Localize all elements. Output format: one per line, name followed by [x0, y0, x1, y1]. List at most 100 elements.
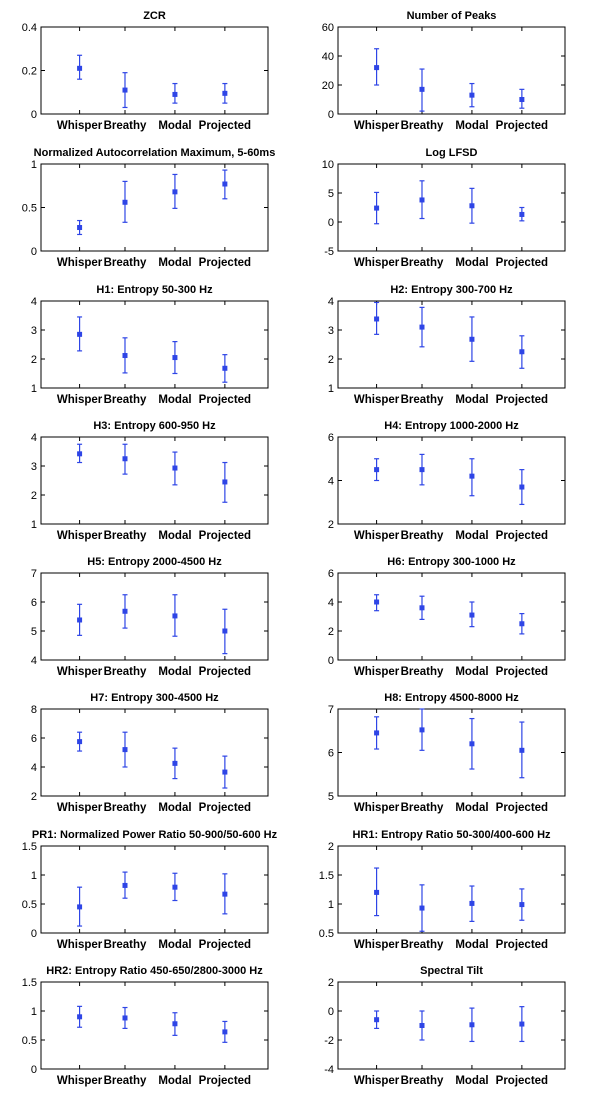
data-point: [419, 905, 425, 911]
y-tick-label: 7: [31, 568, 37, 580]
plot-frame: [40, 26, 269, 115]
data-point: [469, 92, 475, 98]
x-category-label: Whisper: [354, 120, 400, 132]
x-category-label: Modal: [158, 939, 191, 951]
y-tick-label: 6: [31, 733, 37, 745]
data-point: [374, 1017, 380, 1023]
y-tick-label: 6: [328, 748, 334, 760]
x-category-label: Breathy: [401, 666, 444, 678]
data-point: [222, 181, 228, 187]
y-tick-label: 0.2: [22, 66, 37, 78]
x-category-label: Whisper: [57, 530, 103, 542]
y-tick-label: 5: [328, 188, 334, 200]
y-tick-label: 0: [31, 246, 37, 258]
chart-panel-5: H1: Entropy 50-300 Hz 1 2 3 4 Whisper Breathy M…: [31, 284, 269, 406]
y-tick-label: 5: [328, 791, 334, 803]
chart-panel-10: H6: Entropy 300-1000 Hz 0 2 4 6 Whisper Breath…: [328, 556, 566, 678]
y-tick-label: 1.5: [22, 977, 37, 989]
chart-panel-6: H2: Entropy 300-700 Hz 1 2 3 4 Whisper Breathy…: [328, 284, 566, 406]
x-category-label: Breathy: [104, 802, 147, 814]
chart-panel-15: HR2: Entropy Ratio 450-650/2800-3000 Hz 0…: [22, 965, 269, 1087]
x-category-label: Modal: [158, 530, 191, 542]
y-tick-label: 0.5: [22, 1035, 37, 1047]
chart-panel-16: Spectral Tilt -4 -2 0 2 Whisper Breathy Modal Pr…: [324, 965, 566, 1087]
data-point: [77, 1014, 83, 1020]
x-category-label: Whisper: [354, 666, 400, 678]
y-tick-label: 0: [328, 1006, 334, 1018]
data-point: [419, 605, 425, 611]
data-point: [122, 1015, 128, 1021]
data-point: [222, 90, 228, 96]
x-category-label: Projected: [199, 939, 251, 951]
plot-frame: [40, 436, 269, 525]
data-point: [222, 769, 228, 775]
x-category-label: Projected: [199, 394, 251, 406]
y-tick-label: 1.5: [319, 870, 334, 882]
data-point: [469, 612, 475, 618]
data-point: [374, 730, 380, 736]
plot-frame: [337, 845, 566, 934]
data-point: [222, 891, 228, 897]
plot-frame: [337, 26, 566, 115]
chart-panel-14: HR1: Entropy Ratio 50-300/400-600 Hz 0.5 1…: [319, 829, 566, 951]
data-point: [469, 473, 475, 479]
data-point: [374, 205, 380, 211]
data-point: [172, 884, 178, 890]
data-point: [374, 316, 380, 322]
chart-title: H4: Entropy 1000-2000 Hz: [384, 420, 519, 432]
data-point: [469, 203, 475, 209]
data-point: [419, 324, 425, 330]
chart-title: H1: Entropy 50-300 Hz: [96, 284, 213, 296]
x-category-label: Modal: [455, 257, 488, 269]
x-category-label: Whisper: [354, 1075, 400, 1087]
y-tick-label: 3: [31, 461, 37, 473]
x-category-label: Whisper: [354, 802, 400, 814]
y-tick-label: 0: [31, 109, 37, 121]
plot-frame: [40, 572, 269, 661]
x-category-label: Modal: [455, 666, 488, 678]
data-point: [122, 353, 128, 359]
chart-title: H5: Entropy 2000-4500 Hz: [87, 556, 222, 568]
y-tick-label: 4: [31, 432, 37, 444]
y-tick-label: -2: [324, 1035, 334, 1047]
data-point: [77, 617, 83, 623]
y-tick-label: 2: [31, 354, 37, 366]
x-category-label: Projected: [496, 120, 548, 132]
y-tick-label: 1: [328, 899, 334, 911]
x-category-label: Projected: [496, 530, 548, 542]
chart-panel-11: H7: Entropy 300-4500 Hz 2 4 6 8 Whisper Breath…: [31, 692, 269, 814]
data-point: [469, 1022, 475, 1028]
x-category-label: Projected: [496, 1075, 548, 1087]
y-tick-label: 8: [31, 704, 37, 716]
x-category-label: Projected: [199, 802, 251, 814]
chart-panel-9: H5: Entropy 2000-4500 Hz 4 5 6 7 Whisper Breat…: [31, 556, 269, 678]
data-point: [519, 484, 525, 490]
y-tick-label: 6: [31, 597, 37, 609]
chart-panel-1: ZCR 0 0.2 0.4 Whisper Breathy Modal Projected: [22, 10, 269, 132]
chart-title: H2: Entropy 300-700 Hz: [390, 284, 513, 296]
plot-frame: [337, 436, 566, 525]
data-point: [419, 467, 425, 473]
y-tick-label: 6: [328, 568, 334, 580]
y-tick-label: 1: [31, 159, 37, 171]
y-tick-label: 2: [31, 490, 37, 502]
y-tick-label: 6: [328, 432, 334, 444]
chart-title: HR1: Entropy Ratio 50-300/400-600 Hz: [352, 829, 551, 841]
chart-title: H3: Entropy 600-950 Hz: [93, 420, 216, 432]
chart-panel-13: PR1: Normalized Power Ratio 50-900/50-60…: [22, 829, 278, 951]
data-point: [172, 189, 178, 195]
x-category-label: Modal: [158, 257, 191, 269]
data-point: [122, 456, 128, 462]
y-tick-label: -5: [324, 246, 334, 258]
y-tick-label: 2: [328, 841, 334, 853]
y-tick-label: 1: [31, 519, 37, 531]
data-point: [77, 331, 83, 337]
y-tick-label: 1: [31, 870, 37, 882]
data-point: [172, 1021, 178, 1027]
chart-title: Log LFSD: [426, 147, 478, 159]
x-category-label: Whisper: [354, 530, 400, 542]
plot-frame: [337, 981, 566, 1070]
x-category-label: Projected: [496, 802, 548, 814]
y-tick-label: -4: [324, 1064, 334, 1076]
data-point: [172, 355, 178, 361]
